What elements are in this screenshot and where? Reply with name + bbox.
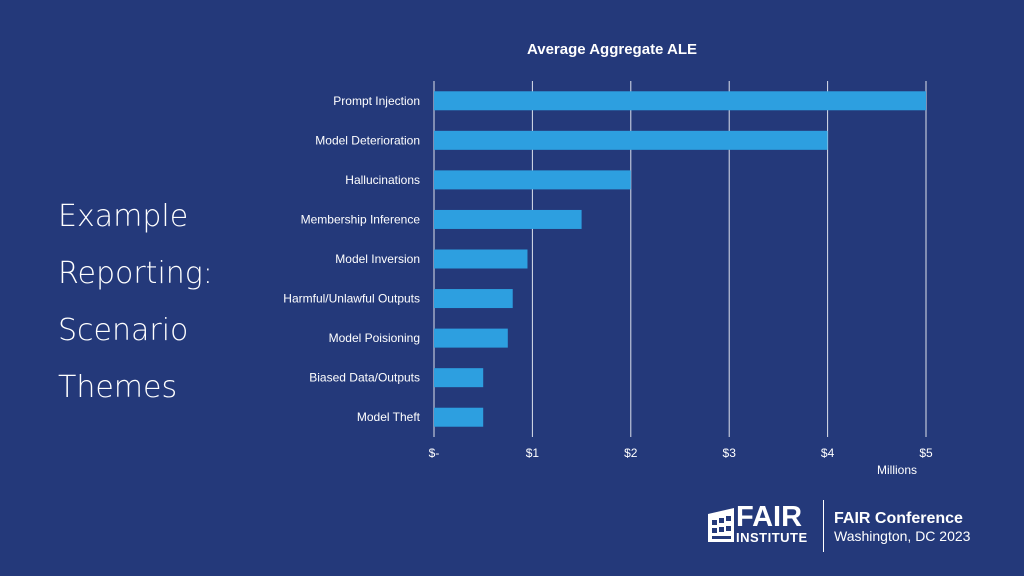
category-label-7: Biased Data/Outputs	[309, 371, 420, 385]
logo-wordmark-institute: INSTITUTE	[736, 530, 808, 545]
chart-category-labels: Prompt Injection Model Deterioration Hallu…	[283, 94, 420, 424]
conference-location: Washington, DC 2023	[834, 528, 971, 544]
category-label-3: Membership Inference	[301, 212, 421, 226]
slide-title-line-2: Reporting:	[58, 256, 213, 291]
x-tick-label-1: $1	[526, 446, 540, 460]
bar-8	[434, 407, 484, 427]
category-label-0: Prompt Injection	[333, 94, 420, 108]
category-label-8: Model Theft	[357, 410, 421, 424]
fair-logo: FAIR INSTITUTE FAIR Conference Washingto…	[706, 500, 1006, 554]
slide-title-line-1: Example	[58, 199, 189, 234]
bar-chart: Average Aggregate ALE Prompt Injection Mo…	[283, 41, 933, 477]
slide-title-line-4: Themes	[58, 370, 178, 405]
category-label-6: Model Poisioning	[329, 331, 420, 345]
category-label-5: Harmful/Unlawful Outputs	[283, 292, 420, 306]
slide-title: Example Reporting: Scenario Themes	[58, 188, 213, 416]
x-tick-label-2: $2	[624, 446, 638, 460]
chart-bars	[434, 91, 926, 427]
logo-divider	[823, 500, 824, 552]
slide-title-line-3: Scenario	[58, 313, 189, 348]
bar-3	[434, 209, 582, 229]
category-label-1: Model Deterioration	[315, 133, 420, 147]
category-label-2: Hallucinations	[345, 173, 420, 187]
x-tick-label-4: $4	[821, 446, 835, 460]
chart-title: Average Aggregate ALE	[527, 41, 697, 58]
logo-wordmark-fair: FAIR	[736, 501, 803, 533]
conference-name: FAIR Conference	[834, 510, 963, 527]
bar-7	[434, 368, 484, 388]
x-tick-label-3: $3	[723, 446, 737, 460]
bar-5	[434, 289, 513, 309]
chart-x-tick-labels: $- $1 $2 $3 $4 $5	[429, 446, 933, 460]
x-tick-label-5: $5	[919, 446, 933, 460]
fair-institute-logo-icon	[708, 508, 734, 542]
bar-2	[434, 170, 631, 190]
bar-0	[434, 91, 926, 111]
category-label-4: Model Inversion	[335, 252, 420, 266]
x-axis-label: Millions	[877, 463, 917, 477]
bar-4	[434, 249, 528, 269]
bar-6	[434, 328, 508, 348]
bar-1	[434, 130, 828, 150]
x-tick-label-0: $-	[429, 446, 440, 460]
